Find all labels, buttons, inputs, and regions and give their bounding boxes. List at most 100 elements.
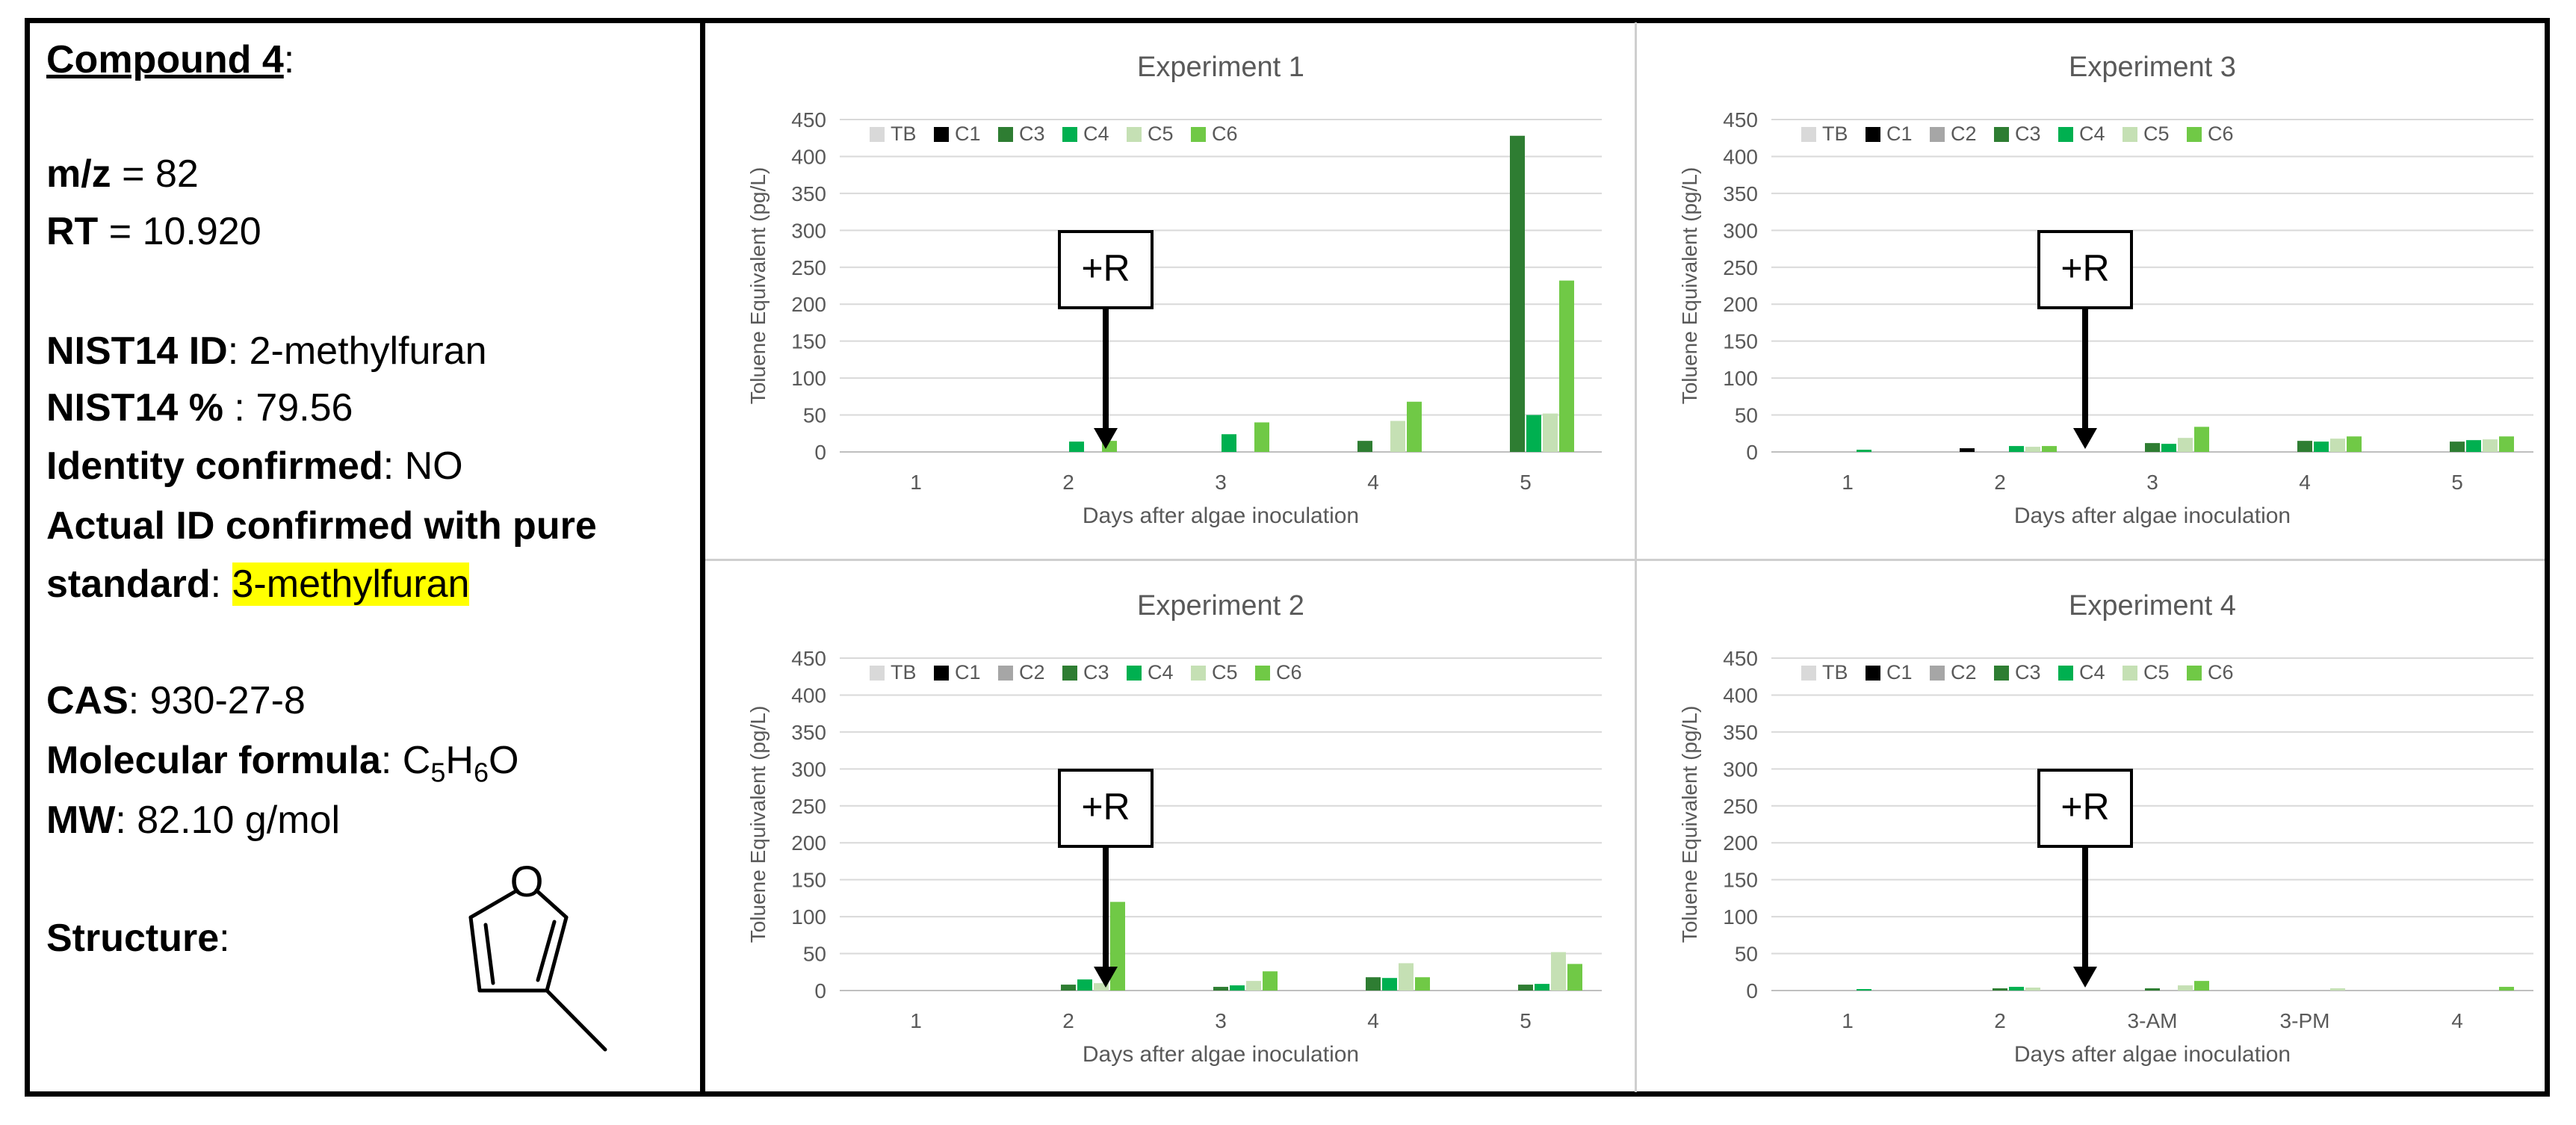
legend-swatch — [998, 127, 1013, 142]
x-axis-label: Days after algae inoculation — [1083, 503, 1359, 528]
legend-label: C2 — [1019, 661, 1045, 684]
x-tick-label: 1 — [910, 1009, 922, 1032]
y-tick-label: 300 — [1723, 219, 1758, 242]
legend-swatch — [870, 127, 885, 142]
legend-swatch — [1191, 666, 1206, 681]
chart-title: Experiment 3 — [2069, 52, 2236, 83]
bar-C4 — [2009, 987, 2024, 991]
nist-pct-value: : 79.56 — [223, 386, 353, 430]
bar-C3 — [2145, 443, 2160, 452]
legend-swatch — [1127, 666, 1142, 681]
actual-id-value: 3-methylfuran — [232, 562, 470, 606]
y-tick-label: 50 — [803, 943, 826, 966]
y-tick-label: 250 — [1723, 795, 1758, 818]
bar-C1 — [1960, 448, 1975, 452]
y-tick-label: 350 — [791, 721, 826, 744]
figure-frame — [25, 18, 2550, 1097]
legend-swatch — [998, 666, 1013, 681]
annotation-label: +R — [1081, 786, 1130, 828]
actual-id-line-1: Actual ID confirmed with pure — [46, 503, 597, 548]
annotation-box — [1058, 769, 1154, 848]
bar-C5 — [2025, 988, 2040, 991]
x-tick-label: 5 — [1520, 1009, 1532, 1032]
y-tick-label: 250 — [1723, 256, 1758, 279]
y-tick-label: 0 — [1746, 979, 1758, 1002]
bar-C6 — [1415, 977, 1430, 991]
x-axis-label: Days after algae inoculation — [2014, 503, 2291, 528]
y-tick-label: 250 — [791, 795, 826, 818]
bar-C4 — [2161, 444, 2176, 452]
formula-h: H — [445, 739, 474, 782]
cas-label: CAS — [46, 679, 129, 722]
bar-C5 — [2330, 438, 2345, 452]
annotation-box — [2037, 230, 2133, 309]
x-tick-label: 3-AM — [2128, 1009, 2178, 1032]
y-tick-label: 100 — [791, 367, 826, 390]
chart-experiment-4: Experiment 4 0 50 100 150 200 250 300 350 400 450 T… — [1637, 561, 2563, 1091]
legend-swatch — [1994, 127, 2009, 142]
structure-line: Structure: — [46, 916, 230, 961]
legend-label: TB — [891, 661, 917, 684]
bar-C3 — [1510, 135, 1525, 452]
chart-grid-divider-h — [705, 559, 2545, 561]
legend-swatch — [1191, 127, 1206, 142]
bar-C5 — [2483, 439, 2498, 452]
bar-C5 — [1094, 983, 1109, 991]
y-tick-label: 350 — [1723, 721, 1758, 744]
bar-C4 — [1230, 985, 1245, 991]
legend-swatch — [1062, 666, 1077, 681]
bond-c2-c3 — [468, 915, 482, 993]
identity-label: Identity confirmed — [46, 444, 383, 488]
x-tick-label: 4 — [1367, 471, 1379, 494]
exp4-svg: Experiment 4 0 50 100 150 200 250 300 350 400 450 T… — [1678, 590, 2533, 1067]
bond-c4-c5 — [545, 915, 569, 993]
formula-h-count: 6 — [473, 757, 489, 788]
bar-C6 — [1254, 422, 1269, 452]
bar-C3 — [1518, 985, 1533, 991]
bar-C5 — [2178, 985, 2193, 991]
bar-C4 — [1535, 984, 1549, 991]
bar-C6 — [1263, 971, 1278, 991]
actual-id-label-2: standard — [46, 562, 211, 606]
y-tick-label: 150 — [791, 330, 826, 353]
legend-swatch — [1801, 127, 1816, 142]
bar-C3 — [1357, 441, 1372, 452]
compound-title: Compound 4: — [46, 37, 294, 82]
y-tick-label: 400 — [1723, 145, 1758, 168]
x-tick-label: 2 — [1062, 471, 1074, 494]
formula-label: Molecular formula — [46, 739, 381, 782]
bar-C4 — [2314, 441, 2329, 452]
mz-label: m/z — [46, 152, 111, 196]
bar-C4 — [2009, 446, 2024, 452]
legend-label: C4 — [2079, 123, 2105, 145]
annotation-arrow-head — [1094, 967, 1118, 988]
bar-C3 — [1061, 985, 1076, 991]
chart-title: Experiment 4 — [2069, 590, 2236, 622]
y-tick-label: 450 — [1723, 647, 1758, 670]
nist-id-value: : 2-methylfuran — [227, 329, 487, 373]
legend-label: C4 — [2079, 661, 2105, 684]
bar-C6 — [1567, 964, 1582, 991]
identity-line: Identity confirmed: NO — [46, 444, 463, 489]
nist-pct-line: NIST14 % : 79.56 — [46, 385, 353, 430]
bond-c4-c5-double — [536, 920, 557, 982]
annotation-arrow-head — [2073, 967, 2097, 988]
y-axis-label: Toluene Equivalent (pg/L) — [1678, 167, 1701, 405]
legend-label: C3 — [1083, 661, 1109, 684]
x-axis-label: Days after algae inoculation — [2014, 1042, 2291, 1067]
bar-C5 — [1390, 421, 1405, 452]
formula-sep: : — [380, 739, 403, 782]
y-tick-label: 400 — [791, 684, 826, 707]
nist-pct-label: NIST14 % — [46, 386, 223, 430]
bond-c2-c3-double — [483, 923, 495, 985]
structure-sep: : — [219, 917, 230, 960]
y-tick-label: 250 — [791, 256, 826, 279]
legend-swatch — [1801, 666, 1816, 681]
bar-C6 — [2499, 436, 2514, 452]
x-tick-label: 2 — [1994, 471, 2006, 494]
chart-grid-divider-v — [1635, 22, 1637, 1092]
legend-swatch — [870, 666, 885, 681]
bar-C5 — [1399, 963, 1414, 991]
legend-label: C4 — [1148, 661, 1174, 684]
legend-swatch — [934, 666, 949, 681]
